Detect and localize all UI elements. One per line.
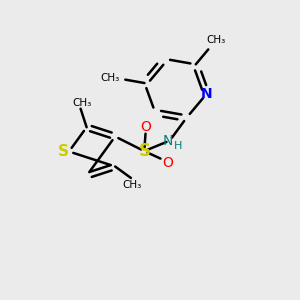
Text: O: O [140, 119, 151, 134]
Text: N: N [201, 87, 212, 101]
Text: CH₃: CH₃ [101, 73, 120, 82]
Text: S: S [58, 144, 69, 159]
Text: CH₃: CH₃ [206, 35, 226, 45]
Text: H: H [174, 141, 182, 151]
Text: S: S [138, 142, 150, 160]
Text: CH₃: CH₃ [73, 98, 92, 108]
Text: N: N [163, 134, 173, 148]
Text: CH₃: CH₃ [123, 180, 142, 190]
Text: O: O [162, 156, 173, 170]
